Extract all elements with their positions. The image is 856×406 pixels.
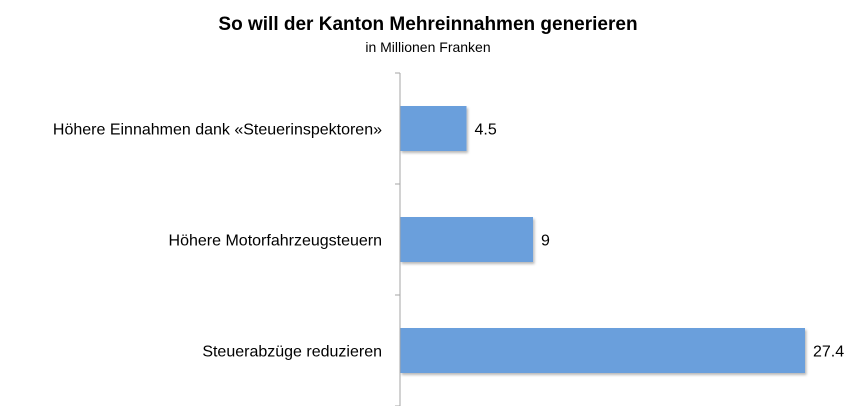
category-label: Höhere Motorfahrzeugsteuern (169, 233, 382, 250)
value-label: 27.4 (813, 344, 844, 361)
bar (400, 328, 805, 373)
y-axis-ticks (395, 72, 400, 406)
value-labels: 4.5 9 27.4 (475, 122, 845, 361)
bars-layer (400, 106, 805, 373)
category-label: Steuerabzüge reduzieren (202, 344, 382, 361)
category-label: Höhere Einnahmen dank «Steuerinspektoren… (53, 122, 382, 139)
chart-subtitle: in Millionen Franken (365, 39, 490, 55)
chart-title: So will der Kanton Mehreinnahmen generie… (218, 14, 637, 35)
bar (400, 106, 467, 151)
bar (400, 217, 534, 262)
value-label: 9 (541, 233, 550, 250)
category-labels: Höhere Einnahmen dank «Steuerinspektoren… (53, 122, 382, 361)
value-label: 4.5 (475, 122, 497, 139)
